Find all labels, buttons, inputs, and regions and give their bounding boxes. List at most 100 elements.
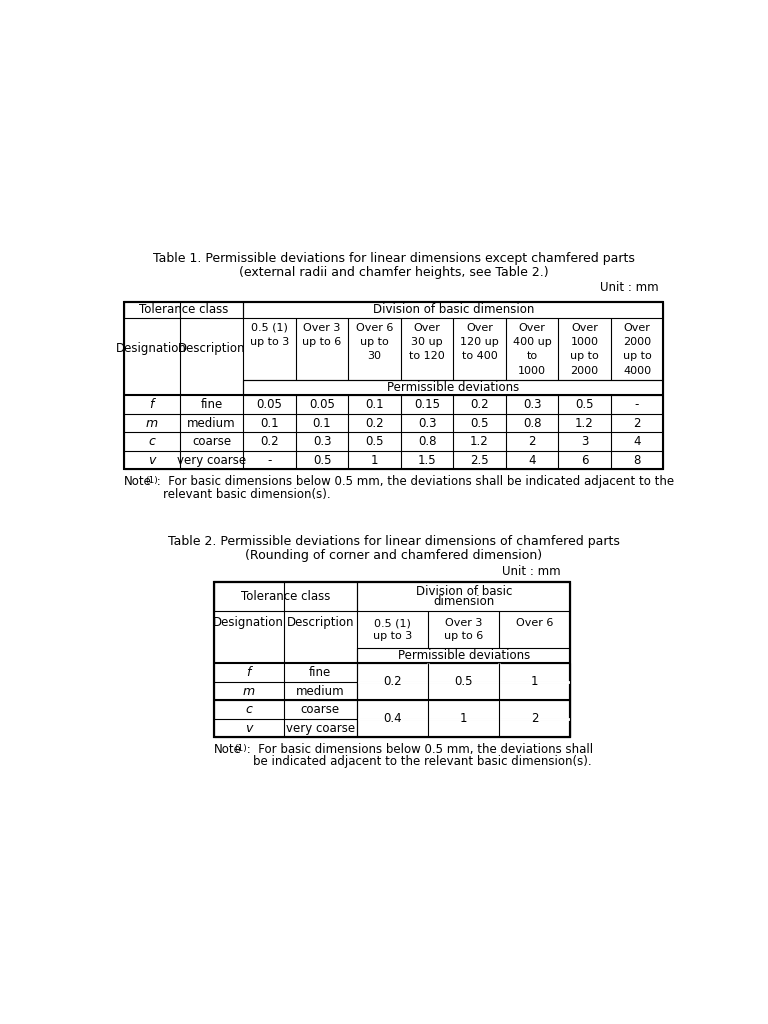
Text: 6: 6 bbox=[581, 454, 588, 467]
Text: to: to bbox=[527, 351, 538, 361]
Text: coarse: coarse bbox=[192, 435, 231, 449]
Text: 0.2: 0.2 bbox=[383, 676, 402, 688]
Text: Division of basic dimension: Division of basic dimension bbox=[372, 303, 534, 316]
Text: Over: Over bbox=[518, 323, 545, 333]
Text: Over: Over bbox=[571, 323, 598, 333]
Text: 0.2: 0.2 bbox=[470, 398, 489, 412]
Text: Table 1. Permissible deviations for linear dimensions except chamfered parts: Table 1. Permissible deviations for line… bbox=[153, 252, 634, 265]
Text: 400 up: 400 up bbox=[513, 337, 551, 347]
Text: 0.5 (1): 0.5 (1) bbox=[251, 323, 288, 333]
Text: v: v bbox=[148, 454, 155, 467]
Text: :  For basic dimensions below 0.5 mm, the deviations shall: : For basic dimensions below 0.5 mm, the… bbox=[243, 743, 594, 756]
Text: 0.8: 0.8 bbox=[523, 417, 541, 430]
Bar bbox=[214, 582, 571, 737]
Text: 1: 1 bbox=[531, 676, 538, 688]
Text: Designation: Designation bbox=[117, 342, 187, 355]
Text: (1): (1) bbox=[235, 744, 247, 754]
Text: to 120: to 120 bbox=[409, 351, 445, 361]
Text: dimension: dimension bbox=[433, 595, 495, 608]
Text: Division of basic: Division of basic bbox=[415, 585, 512, 598]
Text: Over 6: Over 6 bbox=[356, 323, 393, 333]
Text: v: v bbox=[245, 722, 253, 734]
Text: 0.1: 0.1 bbox=[260, 417, 279, 430]
Text: very coarse: very coarse bbox=[286, 722, 355, 734]
Text: 0.3: 0.3 bbox=[313, 435, 331, 449]
Text: -: - bbox=[635, 398, 639, 412]
Text: 2000: 2000 bbox=[571, 366, 598, 376]
Text: Over: Over bbox=[466, 323, 493, 333]
Text: Permissible deviations: Permissible deviations bbox=[398, 649, 530, 663]
Text: 1: 1 bbox=[460, 713, 468, 725]
Text: medium: medium bbox=[296, 685, 345, 697]
Text: 0.5: 0.5 bbox=[455, 676, 473, 688]
Text: to 400: to 400 bbox=[462, 351, 498, 361]
Text: Over 3: Over 3 bbox=[445, 618, 482, 629]
Text: 4: 4 bbox=[634, 435, 641, 449]
Text: Tolerance class: Tolerance class bbox=[139, 303, 228, 316]
Text: 0.5 (1): 0.5 (1) bbox=[374, 618, 411, 629]
Text: 4000: 4000 bbox=[623, 366, 651, 376]
Text: 30 up: 30 up bbox=[411, 337, 443, 347]
Text: c: c bbox=[245, 703, 252, 716]
Text: 0.5: 0.5 bbox=[366, 435, 384, 449]
Text: relevant basic dimension(s).: relevant basic dimension(s). bbox=[163, 487, 330, 501]
Text: f: f bbox=[247, 667, 251, 679]
Text: 8: 8 bbox=[634, 454, 641, 467]
Text: medium: medium bbox=[187, 417, 236, 430]
Text: up to 3: up to 3 bbox=[250, 337, 289, 347]
Text: Note: Note bbox=[214, 743, 242, 756]
Text: m: m bbox=[243, 685, 255, 697]
Text: 0.4: 0.4 bbox=[383, 713, 402, 725]
Text: 4: 4 bbox=[528, 454, 536, 467]
Text: up to: up to bbox=[570, 351, 599, 361]
Text: 0.5: 0.5 bbox=[313, 454, 331, 467]
Text: 3: 3 bbox=[581, 435, 588, 449]
Bar bbox=[124, 301, 664, 469]
Text: fine: fine bbox=[200, 398, 223, 412]
Text: 1.2: 1.2 bbox=[470, 435, 489, 449]
Text: Permissible deviations: Permissible deviations bbox=[387, 381, 519, 394]
Text: Over: Over bbox=[624, 323, 650, 333]
Text: 2: 2 bbox=[531, 713, 538, 725]
Text: 2000: 2000 bbox=[623, 337, 651, 347]
Text: 1000: 1000 bbox=[571, 337, 598, 347]
Text: 0.3: 0.3 bbox=[523, 398, 541, 412]
Text: 1.5: 1.5 bbox=[418, 454, 436, 467]
Text: Tolerance class: Tolerance class bbox=[241, 590, 330, 603]
Text: c: c bbox=[148, 435, 155, 449]
Text: 0.3: 0.3 bbox=[418, 417, 436, 430]
Text: up to 6: up to 6 bbox=[303, 337, 342, 347]
Text: m: m bbox=[146, 417, 158, 430]
Text: 2.5: 2.5 bbox=[470, 454, 489, 467]
Text: up to: up to bbox=[360, 337, 389, 347]
Text: :  For basic dimensions below 0.5 mm, the deviations shall be indicated adjacent: : For basic dimensions below 0.5 mm, the… bbox=[154, 475, 674, 488]
Text: 1000: 1000 bbox=[518, 366, 546, 376]
Text: up to: up to bbox=[623, 351, 651, 361]
Text: Table 2. Permissible deviations for linear dimensions of chamfered parts: Table 2. Permissible deviations for line… bbox=[167, 536, 620, 548]
Text: 0.05: 0.05 bbox=[257, 398, 283, 412]
Text: 0.15: 0.15 bbox=[414, 398, 440, 412]
Text: Unit : mm: Unit : mm bbox=[502, 564, 561, 578]
Text: be indicated adjacent to the relevant basic dimension(s).: be indicated adjacent to the relevant ba… bbox=[253, 756, 591, 768]
Text: Over 3: Over 3 bbox=[303, 323, 341, 333]
Text: 0.2: 0.2 bbox=[260, 435, 279, 449]
Text: (external radii and chamfer heights, see Table 2.): (external radii and chamfer heights, see… bbox=[239, 266, 548, 279]
Text: -: - bbox=[267, 454, 272, 467]
Text: 0.05: 0.05 bbox=[309, 398, 335, 412]
Text: 0.1: 0.1 bbox=[366, 398, 384, 412]
Text: up to 6: up to 6 bbox=[444, 631, 483, 641]
Text: 2: 2 bbox=[528, 435, 536, 449]
Text: 0.5: 0.5 bbox=[470, 417, 488, 430]
Text: 0.5: 0.5 bbox=[575, 398, 594, 412]
Text: 30: 30 bbox=[368, 351, 382, 361]
Text: Designation: Designation bbox=[214, 616, 284, 629]
Text: 120 up: 120 up bbox=[460, 337, 499, 347]
Text: 1.2: 1.2 bbox=[575, 417, 594, 430]
Text: fine: fine bbox=[310, 667, 332, 679]
Text: 0.2: 0.2 bbox=[366, 417, 384, 430]
Text: Description: Description bbox=[177, 342, 245, 355]
Text: very coarse: very coarse bbox=[177, 454, 246, 467]
Text: Description: Description bbox=[286, 616, 354, 629]
Text: 2: 2 bbox=[634, 417, 641, 430]
Text: f: f bbox=[150, 398, 154, 412]
